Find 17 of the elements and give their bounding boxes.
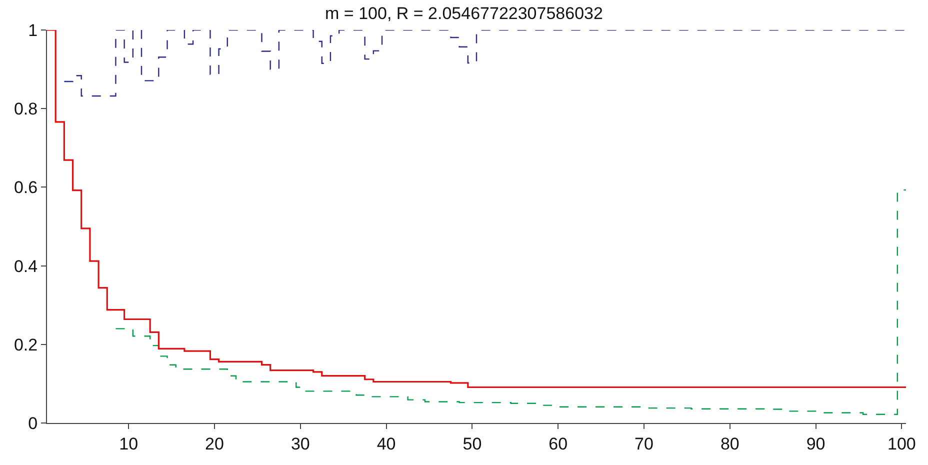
- chart-title: m = 100, R = 2.05467722307586032: [325, 4, 603, 23]
- y-tick-label: 0.8: [14, 100, 38, 119]
- y-tick-label: 0.6: [14, 178, 38, 198]
- y-tick-label: 0.2: [14, 335, 38, 354]
- y-tick-label: 0.4: [14, 256, 38, 276]
- x-tick-label: 20: [205, 434, 224, 454]
- x-tick-label: 100: [888, 434, 916, 454]
- y-tick-label: 1: [28, 20, 38, 40]
- x-tick-label: 40: [376, 434, 396, 454]
- x-tick-label: 10: [119, 434, 138, 454]
- y-tick-label: 0: [28, 414, 38, 433]
- x-tick-label: 90: [806, 434, 826, 454]
- x-tick-label: 70: [634, 434, 654, 454]
- x-tick-label: 30: [290, 434, 310, 454]
- x-tick-label: 60: [548, 434, 568, 454]
- x-tick-label: 80: [720, 434, 740, 454]
- x-tick-label: 50: [462, 434, 482, 454]
